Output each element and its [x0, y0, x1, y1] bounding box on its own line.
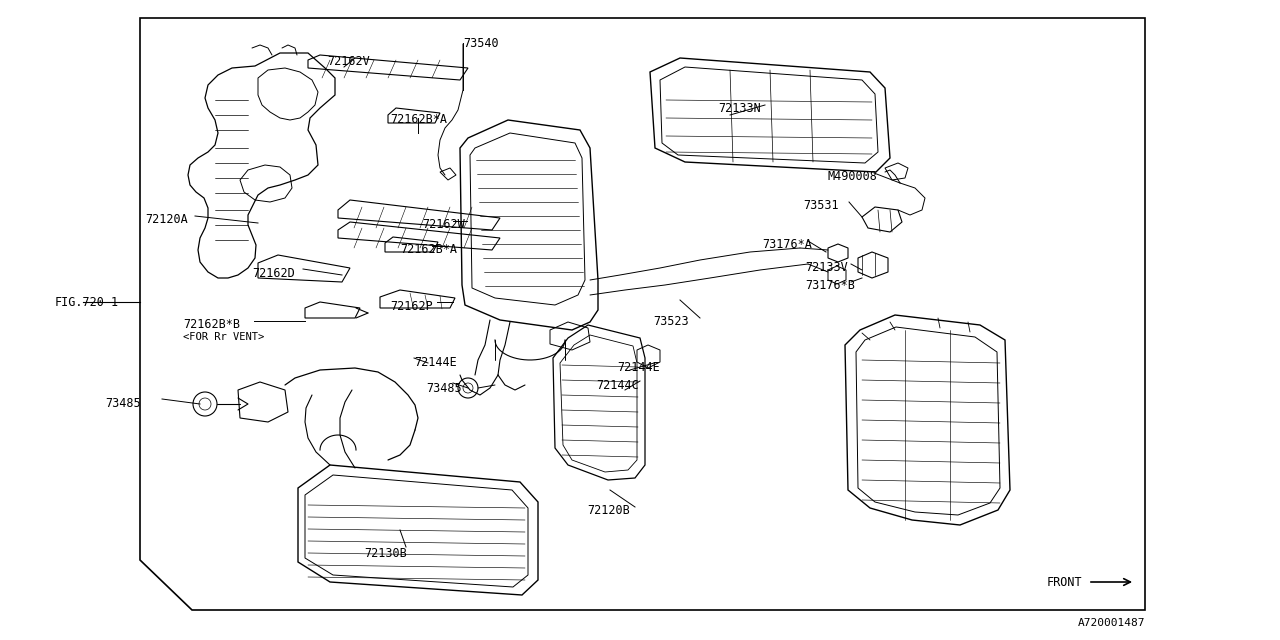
Text: 72144E: 72144E	[617, 361, 659, 374]
Text: 72144C: 72144C	[596, 379, 639, 392]
Text: 72162B*A: 72162B*A	[399, 243, 457, 256]
Text: <FOR Rr VENT>: <FOR Rr VENT>	[183, 332, 264, 342]
Text: 72162B*A: 72162B*A	[390, 113, 447, 126]
Text: 73485: 73485	[426, 382, 462, 395]
Text: FIG.720-1: FIG.720-1	[55, 296, 119, 308]
Text: 73540: 73540	[463, 37, 499, 50]
Text: 73531: 73531	[803, 199, 838, 212]
Text: 73176*B: 73176*B	[805, 279, 855, 292]
Text: 73523: 73523	[653, 315, 689, 328]
Text: 72162D: 72162D	[252, 267, 294, 280]
Text: 72133N: 72133N	[718, 102, 760, 115]
Text: 72162B*B: 72162B*B	[183, 318, 241, 331]
Text: 72130B: 72130B	[364, 547, 407, 560]
Text: 72120B: 72120B	[588, 504, 630, 517]
Text: 72144E: 72144E	[413, 356, 457, 369]
Text: A720001487: A720001487	[1078, 618, 1146, 628]
Text: 72162W: 72162W	[422, 218, 465, 231]
Text: 73176*A: 73176*A	[762, 238, 812, 251]
Text: 72162P: 72162P	[390, 300, 433, 313]
Text: 72120A: 72120A	[145, 213, 188, 226]
Text: 73485: 73485	[105, 397, 141, 410]
Text: M490008: M490008	[828, 170, 878, 183]
Text: FRONT: FRONT	[1046, 575, 1082, 589]
Text: 72162V: 72162V	[326, 55, 370, 68]
Text: 72133V: 72133V	[805, 261, 847, 274]
